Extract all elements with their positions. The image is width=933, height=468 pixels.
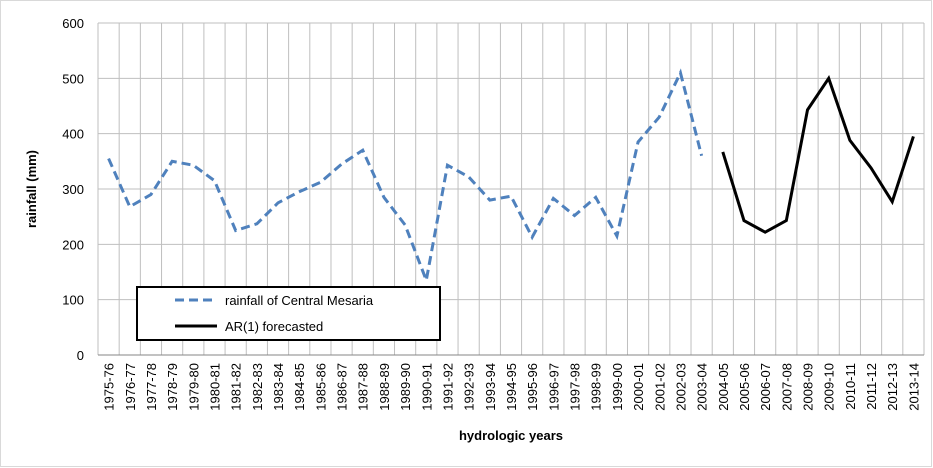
x-tick-label: 2006-07 [758,363,773,411]
x-tick-label: 2004-05 [716,363,731,411]
x-tick-label: 1989-90 [398,363,413,411]
x-tick-label: 1994-95 [504,363,519,411]
y-tick-label: 200 [62,237,84,252]
y-tick-label: 500 [62,71,84,86]
x-tick-label: 1988-89 [377,363,392,411]
x-tick-label: 1977-78 [144,363,159,411]
x-tick-label: 1996-97 [546,363,561,411]
x-tick-label: 1992-93 [462,363,477,411]
x-axis-title: hydrologic years [459,428,563,443]
y-axis-title: rainfall (mm) [24,150,39,228]
legend-label: AR(1) forecasted [225,319,323,334]
x-tick-label: 2009-10 [822,363,837,411]
x-tick-label: 2003-04 [695,363,710,411]
x-tick-label: 1982-83 [250,363,265,411]
x-tick-label: 1993-94 [483,363,498,411]
y-tick-label: 600 [62,16,84,31]
x-tick-label: 2005-06 [737,363,752,411]
x-tick-label: 2010-11 [843,363,858,410]
y-tick-label: 0 [77,348,84,363]
x-tick-label: 1975-76 [102,363,117,411]
y-tick-label: 100 [62,293,84,308]
x-tick-label: 2007-08 [779,363,794,411]
x-tick-label: 2002-03 [673,363,688,411]
x-tick-label: 2008-09 [801,363,816,411]
x-tick-label: 1978-79 [165,363,180,411]
x-tick-label: 2000-01 [631,363,646,411]
series-line [107,68,704,286]
series-line [721,74,915,234]
y-tick-label: 300 [62,182,84,197]
x-tick-label: 2001-02 [652,363,667,411]
x-tick-label: 1980-81 [207,363,222,411]
x-tick-label: 1991-92 [440,363,455,411]
x-tick-label: 1999-00 [610,363,625,411]
x-tick-label: 2012-13 [885,363,900,411]
x-tick-label: 1998-99 [589,363,604,411]
x-tick-label: 2013-14 [906,363,921,411]
x-tick-label: 1990-91 [419,363,434,411]
x-tick-label: 1981-82 [229,363,244,411]
x-tick-label: 1984-85 [292,363,307,411]
legend-box [136,286,441,341]
x-tick-label: 1987-88 [356,363,371,411]
x-tick-label: 1995-96 [525,363,540,411]
legend-label: rainfall of Central Mesaria [225,293,374,308]
x-tick-label: 1976-77 [123,363,138,411]
x-tick-label: 1979-80 [186,363,201,411]
x-tick-label: 1983-84 [271,363,286,411]
x-tick-label: 1986-87 [335,363,350,411]
x-tick-label: 2011-12 [864,363,879,410]
y-tick-label: 400 [62,127,84,142]
x-tick-label: 1997-98 [568,363,583,411]
x-tick-label: 1985-86 [313,363,328,411]
